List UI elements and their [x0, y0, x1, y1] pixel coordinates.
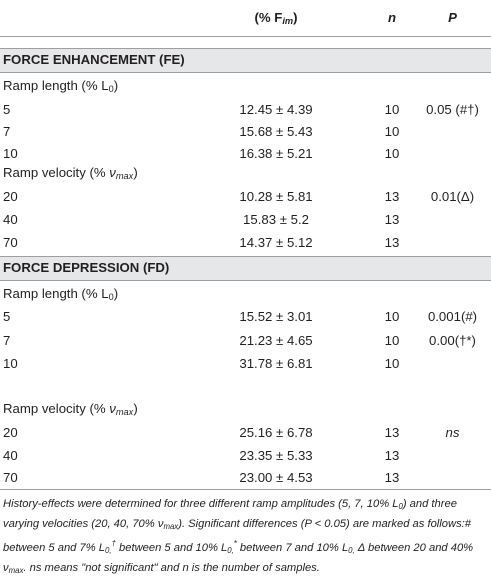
- header-n: n: [387, 10, 397, 25]
- row-n: 13: [384, 470, 400, 485]
- row-value: 25.16 ± 6.78: [239, 425, 313, 440]
- fe-length-label-row: Ramp length (% L0): [0, 74, 491, 98]
- section-divider-bottom: [0, 72, 491, 73]
- table-row: 5 12.45 ± 4.39 10 0.05 (#†): [0, 98, 491, 122]
- row-group: 40: [3, 448, 18, 463]
- row-n: 10: [384, 333, 400, 348]
- table-row: 7 21.23 ± 4.65 10 0.00(†*): [0, 329, 491, 353]
- header-divider: [0, 36, 491, 37]
- section-divider-bottom: [0, 280, 491, 281]
- section-divider-top: [0, 256, 491, 257]
- row-n: 13: [384, 235, 400, 250]
- fe-velocity-label-row: Ramp velocity (% νmax): [0, 161, 491, 185]
- table-row: 40 23.35 ± 5.33 13: [0, 444, 491, 468]
- row-value: 31.78 ± 6.81: [239, 356, 313, 371]
- row-n: 13: [384, 448, 400, 463]
- table-header: (% Fim) n P: [0, 6, 491, 30]
- section-force-depression: FORCE DEPRESSION (FD): [0, 256, 491, 280]
- row-group: 40: [3, 212, 18, 227]
- row-p: 0.001(#): [427, 309, 478, 324]
- row-group: 5: [3, 102, 11, 117]
- fd-length-label: Ramp length (% L0): [3, 286, 119, 302]
- row-group: 10: [3, 356, 18, 371]
- row-p: 0.01(Δ): [430, 189, 475, 204]
- table-row: 40 15.83 ± 5.2 13: [0, 208, 491, 232]
- table-row: 5 15.52 ± 3.01 10 0.001(#): [0, 305, 491, 329]
- row-group: 10: [3, 146, 18, 161]
- row-group: 20: [3, 189, 18, 204]
- table-row: 20 10.28 ± 5.81 13 0.01(Δ): [0, 185, 491, 209]
- row-group: 70: [3, 235, 18, 250]
- table-row: 70 14.37 ± 5.12 13: [0, 231, 491, 255]
- row-group: 7: [3, 124, 11, 139]
- table-bottom-rule: [0, 489, 491, 490]
- row-value: 10.28 ± 5.81: [239, 189, 313, 204]
- row-value: 21.23 ± 4.65: [239, 333, 313, 348]
- row-group: 70: [3, 470, 18, 485]
- table-row: 7 15.68 ± 5.43 10: [0, 120, 491, 144]
- section-divider-top: [0, 48, 491, 49]
- row-group: 7: [3, 333, 11, 348]
- header-percent-fim: (% Fim): [254, 10, 298, 26]
- row-n: 10: [384, 124, 400, 139]
- fd-velocity-label-row: Ramp velocity (% νmax): [0, 397, 491, 421]
- fd-velocity-label: Ramp velocity (% νmax): [3, 401, 138, 417]
- row-n: 10: [384, 356, 400, 371]
- row-n: 10: [384, 102, 400, 117]
- row-n: 13: [384, 189, 400, 204]
- row-p: ns: [445, 425, 460, 440]
- row-n: 13: [384, 425, 400, 440]
- fe-velocity-label: Ramp velocity (% νmax): [3, 165, 138, 181]
- table-row: 70 23.00 ± 4.53 13: [0, 466, 491, 490]
- table-footnote: History-effects were determined for thre…: [3, 498, 474, 575]
- row-value: 15.83 ± 5.2: [243, 212, 309, 227]
- row-value: 14.37 ± 5.12: [239, 235, 313, 250]
- table-row: 10 16.38 ± 5.21 10: [0, 142, 491, 166]
- table-row: 20 25.16 ± 6.78 13 ns: [0, 421, 491, 445]
- row-value: 23.35 ± 5.33: [239, 448, 313, 463]
- row-p: 0.00(†*): [429, 333, 476, 348]
- fd-length-label-row: Ramp length (% L0): [0, 282, 491, 306]
- row-p: 0.05 (#†): [426, 102, 479, 117]
- row-value: 15.68 ± 5.43: [239, 124, 313, 139]
- row-n: 10: [384, 309, 400, 324]
- fe-length-label: Ramp length (% L0): [3, 78, 119, 94]
- section-force-enhancement: FORCE ENHANCEMENT (FE): [0, 48, 491, 72]
- row-value: 15.52 ± 3.01: [239, 309, 313, 324]
- row-group: 20: [3, 425, 18, 440]
- row-value: 23.00 ± 4.53: [239, 470, 313, 485]
- row-value: 12.45 ± 4.39: [239, 102, 313, 117]
- row-n: 10: [384, 146, 400, 161]
- row-n: 13: [384, 212, 400, 227]
- row-group: 5: [3, 309, 11, 324]
- header-p: P: [448, 10, 457, 25]
- row-value: 16.38 ± 5.21: [239, 146, 313, 161]
- table-row: 10 31.78 ± 6.81 10: [0, 352, 491, 376]
